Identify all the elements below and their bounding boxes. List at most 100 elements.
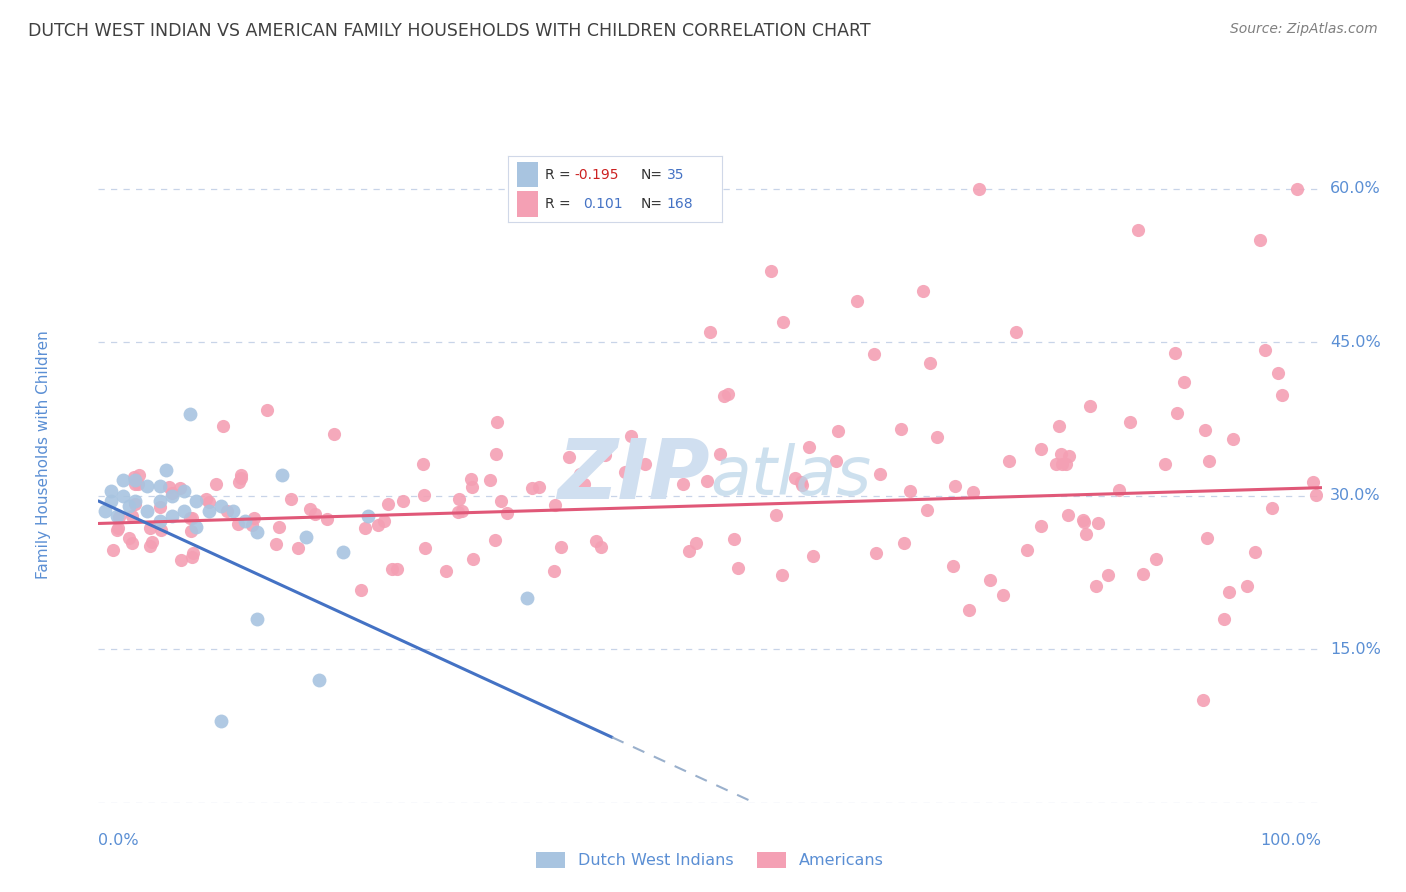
Point [315, 512, 337, 526]
Point [139, 521, 162, 535]
Point [111, 474, 134, 488]
Point [169, 481, 191, 495]
Point [413, 541, 436, 555]
Point [790, 475, 813, 489]
Point [264, 537, 287, 551]
Point [308, 673, 330, 687]
Point [211, 418, 233, 433]
Point [180, 511, 202, 525]
Point [1254, 343, 1277, 357]
Point [122, 470, 145, 484]
Point [799, 440, 821, 454]
Point [589, 540, 612, 554]
Point [825, 454, 848, 468]
Point [790, 478, 813, 492]
Point [613, 465, 636, 479]
Point [1305, 488, 1327, 502]
Point [1173, 375, 1195, 389]
Point [557, 450, 579, 464]
Point [1267, 367, 1289, 381]
Point [1132, 566, 1154, 581]
Text: Source: ZipAtlas.com: Source: ZipAtlas.com [1230, 22, 1378, 37]
Point [862, 347, 884, 361]
Point [585, 534, 607, 549]
Point [124, 494, 146, 508]
Point [979, 574, 1001, 588]
Point [1054, 458, 1077, 472]
Point [543, 564, 565, 578]
Text: DUTCH WEST INDIAN VS AMERICAN FAMILY HOUSEHOLDS WITH CHILDREN CORRELATION CHART: DUTCH WEST INDIAN VS AMERICAN FAMILY HOU… [28, 22, 870, 40]
Point [1057, 508, 1080, 523]
Point [205, 477, 228, 491]
Point [1119, 415, 1142, 429]
Point [1128, 223, 1150, 237]
Point [170, 553, 193, 567]
Point [1222, 432, 1244, 446]
FancyBboxPatch shape [517, 192, 538, 217]
Point [173, 504, 195, 518]
Point [770, 568, 793, 582]
Point [377, 497, 399, 511]
Text: R =: R = [544, 197, 571, 211]
Text: 100.0%: 100.0% [1261, 833, 1322, 848]
Point [179, 407, 201, 421]
Point [434, 564, 457, 578]
Point [1085, 579, 1108, 593]
Point [1198, 454, 1220, 468]
Point [1243, 545, 1265, 559]
Point [160, 486, 183, 500]
Point [520, 481, 543, 495]
Text: Family Households with Children: Family Households with Children [37, 331, 51, 579]
Point [1074, 527, 1097, 541]
Point [765, 508, 787, 522]
Point [696, 475, 718, 489]
Legend: Dutch West Indians, Americans: Dutch West Indians, Americans [530, 846, 890, 875]
Point [121, 535, 143, 549]
Point [1195, 531, 1218, 545]
Point [356, 509, 378, 524]
Point [198, 495, 221, 509]
Point [103, 543, 125, 558]
Point [1154, 457, 1177, 471]
Point [181, 545, 204, 559]
Point [233, 515, 256, 529]
Point [118, 531, 141, 545]
Point [127, 476, 149, 491]
Point [1249, 233, 1271, 247]
Point [105, 509, 128, 524]
Point [783, 471, 806, 485]
Point [544, 498, 567, 512]
Point [173, 483, 195, 498]
Point [246, 612, 269, 626]
Point [124, 498, 146, 512]
Point [915, 503, 938, 517]
Point [107, 520, 129, 534]
Point [100, 483, 122, 498]
Point [495, 506, 517, 520]
Point [139, 539, 162, 553]
Point [1302, 475, 1324, 489]
Text: N=: N= [641, 197, 662, 211]
Point [1078, 400, 1101, 414]
Point [149, 494, 172, 508]
Point [967, 182, 990, 196]
Point [962, 485, 984, 500]
Point [827, 424, 849, 438]
Point [243, 510, 266, 524]
Point [911, 284, 934, 298]
Point [108, 509, 131, 524]
Point [1260, 500, 1282, 515]
Point [217, 504, 239, 518]
Point [267, 520, 290, 534]
Point [93, 504, 115, 518]
Point [620, 429, 643, 443]
Point [256, 403, 278, 417]
Point [298, 501, 321, 516]
Point [1057, 449, 1080, 463]
Point [141, 535, 163, 549]
Point [550, 540, 572, 554]
Point [270, 468, 294, 483]
Point [1212, 612, 1234, 626]
Point [672, 477, 695, 491]
Text: -0.195: -0.195 [575, 168, 619, 182]
